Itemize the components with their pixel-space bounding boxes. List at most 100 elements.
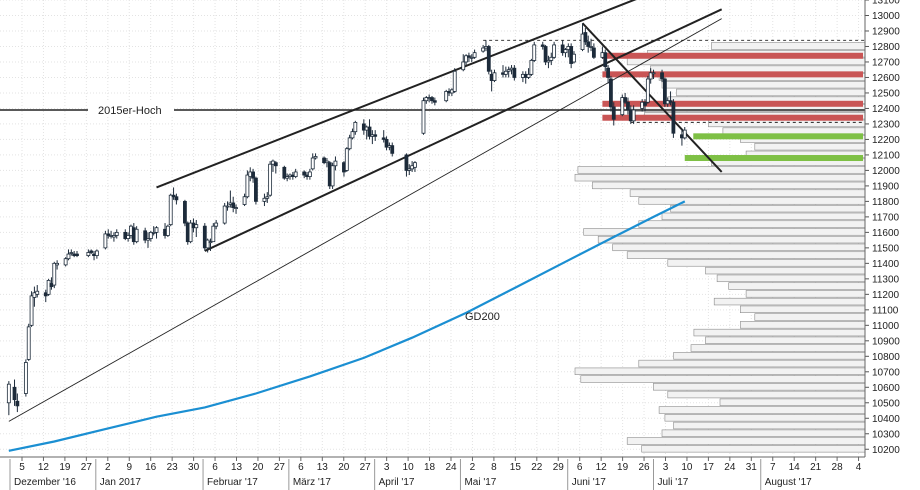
profile-bar bbox=[664, 414, 866, 422]
y-tick-label: 11300 bbox=[872, 274, 900, 285]
candle-body bbox=[307, 171, 312, 178]
candle-body bbox=[225, 205, 230, 208]
x-tick-label: 19 bbox=[59, 462, 71, 473]
candle-body bbox=[55, 262, 60, 266]
x-tick-label: 23 bbox=[167, 462, 179, 473]
candle-body bbox=[347, 137, 352, 150]
x-tick-label: 27 bbox=[360, 462, 372, 473]
candle-body bbox=[242, 196, 247, 205]
candle-body bbox=[265, 196, 270, 199]
x-tick-label: 26 bbox=[638, 462, 650, 473]
gd200-series-line bbox=[8, 200, 686, 452]
y-tick-label: 12400 bbox=[872, 104, 900, 115]
candle-body bbox=[273, 162, 278, 167]
x-tick-label: 6 bbox=[577, 462, 583, 473]
candle-body bbox=[546, 60, 551, 63]
x-tick-label: 24 bbox=[445, 462, 457, 473]
x-tick-label: 20 bbox=[338, 462, 350, 473]
x-tick-label: 13 bbox=[317, 462, 329, 473]
candle-body bbox=[75, 253, 79, 257]
y-axis: 10200 10300 10400 10500 10600 10700 10800 10900… bbox=[864, 0, 920, 490]
month-label: Dezember '16 bbox=[14, 477, 76, 488]
candle-body bbox=[302, 171, 307, 176]
candle-body bbox=[15, 400, 20, 407]
candle-body bbox=[154, 227, 159, 233]
candle-body bbox=[245, 174, 250, 198]
y-tick-label: 11600 bbox=[872, 228, 900, 239]
candle-body bbox=[293, 171, 298, 178]
candle-body bbox=[467, 55, 471, 58]
y-tick-label: 10400 bbox=[872, 414, 900, 425]
candle-body bbox=[589, 46, 593, 48]
trendline-upper-channel bbox=[156, 0, 637, 189]
profile-bar bbox=[652, 383, 866, 391]
profile-bar bbox=[661, 429, 866, 437]
profile-highlight-red bbox=[602, 100, 863, 107]
candle-body bbox=[231, 202, 236, 208]
profile-bar bbox=[667, 390, 866, 399]
x-tick-label: 24 bbox=[724, 462, 736, 473]
candle-body bbox=[146, 238, 150, 241]
candle-body bbox=[313, 156, 318, 159]
candle-body bbox=[6, 383, 11, 404]
profile-bar bbox=[739, 321, 866, 329]
month-label: April '17 bbox=[379, 477, 415, 488]
month-label: August '17 bbox=[765, 477, 812, 488]
candle-body bbox=[35, 290, 40, 295]
y-tick-label: 13000 bbox=[872, 11, 900, 22]
month-label: Februar '17 bbox=[207, 477, 258, 488]
profile-bar bbox=[626, 57, 866, 66]
candle-body bbox=[472, 52, 477, 58]
profile-highlight-red bbox=[602, 114, 863, 121]
x-tick-label: 13 bbox=[231, 462, 243, 473]
profile-highlight-red bbox=[602, 52, 863, 59]
candle-body bbox=[532, 44, 537, 61]
profile-bar bbox=[716, 274, 866, 283]
profile-bar bbox=[629, 189, 866, 197]
profile-bar bbox=[728, 282, 866, 290]
y-tick-label: 10200 bbox=[872, 445, 900, 456]
candle-body bbox=[662, 78, 667, 105]
candle-body bbox=[310, 157, 315, 170]
candle-body bbox=[563, 49, 568, 54]
candle-body bbox=[390, 145, 395, 154]
profile-bar bbox=[574, 367, 866, 375]
x-tick-label: 15 bbox=[510, 462, 522, 473]
profile-bar bbox=[638, 220, 866, 228]
month-label: Jan 2017 bbox=[100, 477, 142, 488]
y-tick-label: 12200 bbox=[872, 135, 900, 146]
profile-bar bbox=[673, 421, 866, 430]
x-tick-label: 20 bbox=[252, 462, 264, 473]
profile-bar bbox=[597, 235, 866, 244]
profile-bar bbox=[693, 328, 866, 337]
x-tick-label: 9 bbox=[126, 462, 132, 473]
candle-body bbox=[63, 258, 68, 266]
y-tick-label: 10300 bbox=[872, 429, 900, 440]
candle-body bbox=[183, 200, 187, 224]
x-axis: 5 12 19 27 2 9 16 23 30 6 13 20 27 6 13 20 27 3 10 18 24 2 8 15… bbox=[0, 456, 920, 490]
profile-highlight-green bbox=[693, 133, 863, 140]
y-tick-label: 11000 bbox=[872, 321, 900, 332]
candle-body bbox=[623, 97, 628, 103]
y-tick-label: 12600 bbox=[872, 73, 900, 84]
candle-body bbox=[86, 252, 91, 257]
candle-body bbox=[591, 47, 596, 58]
profile-bar bbox=[667, 259, 866, 267]
candle-body bbox=[645, 78, 650, 103]
y-tick-label: 11800 bbox=[872, 197, 900, 208]
trendline-downtrend bbox=[581, 22, 723, 173]
y-tick-label: 12000 bbox=[872, 166, 900, 177]
candle-body bbox=[469, 56, 474, 59]
annotations: 2015er-Hoch GD200 bbox=[88, 101, 500, 323]
candle-body bbox=[143, 230, 148, 241]
x-tick-label: 10 bbox=[681, 462, 693, 473]
profile-bar bbox=[580, 375, 866, 383]
trendline-lower-channel bbox=[204, 8, 723, 252]
candle-body bbox=[552, 44, 557, 58]
candle-body bbox=[404, 154, 409, 171]
candle-body bbox=[407, 168, 412, 171]
trendline-long-term-support bbox=[8, 18, 722, 422]
profile-bar bbox=[574, 173, 866, 182]
candle-body bbox=[165, 225, 170, 236]
